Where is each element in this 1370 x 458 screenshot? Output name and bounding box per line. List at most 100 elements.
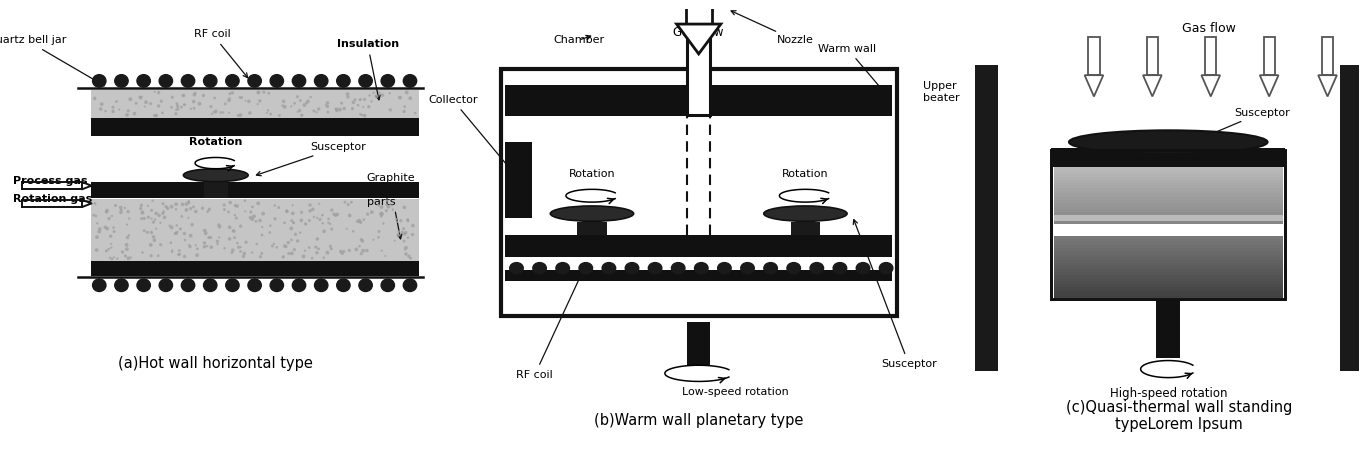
Point xyxy=(107,255,129,262)
Point xyxy=(275,207,297,214)
Point xyxy=(170,104,192,111)
Point xyxy=(290,217,312,224)
Bar xyxy=(506,235,892,257)
Point xyxy=(282,202,304,209)
Point xyxy=(311,212,333,219)
Bar xyxy=(204,182,227,198)
Point xyxy=(259,229,281,236)
Point xyxy=(214,206,236,213)
Point xyxy=(174,236,196,244)
Bar xyxy=(1054,257,1282,260)
Point xyxy=(218,208,240,216)
Point xyxy=(326,105,348,113)
Point xyxy=(175,206,197,213)
Point xyxy=(389,93,411,101)
Point xyxy=(214,245,236,252)
Bar xyxy=(1054,203,1282,207)
Point xyxy=(249,217,271,224)
Point xyxy=(245,218,267,225)
Point xyxy=(321,245,342,252)
Circle shape xyxy=(159,279,173,291)
Point xyxy=(312,219,334,227)
Point xyxy=(111,206,133,213)
Bar xyxy=(1054,180,1282,183)
Point xyxy=(164,230,186,237)
Bar xyxy=(1054,218,1282,221)
Point xyxy=(90,105,112,113)
Point xyxy=(179,243,201,251)
Point xyxy=(281,217,303,224)
Point xyxy=(238,98,260,105)
Point xyxy=(269,112,290,119)
Point xyxy=(397,217,419,224)
Circle shape xyxy=(556,262,570,274)
Point xyxy=(349,218,371,226)
Point xyxy=(203,109,225,116)
Ellipse shape xyxy=(1069,131,1267,154)
Bar xyxy=(1054,174,1282,176)
Point xyxy=(345,245,367,253)
Circle shape xyxy=(510,262,523,274)
Point xyxy=(256,109,278,116)
Point xyxy=(352,104,374,111)
Point xyxy=(351,250,373,257)
Point xyxy=(382,206,404,213)
Point xyxy=(281,236,303,244)
Circle shape xyxy=(880,262,893,274)
Point xyxy=(164,206,186,213)
Point xyxy=(290,112,312,119)
Bar xyxy=(1054,287,1282,290)
Point xyxy=(338,247,360,254)
Point xyxy=(315,102,337,109)
Point xyxy=(316,109,338,116)
Point xyxy=(134,103,156,110)
Text: Susceptor: Susceptor xyxy=(1206,108,1289,136)
Point xyxy=(397,252,419,260)
Point xyxy=(316,103,338,110)
Point xyxy=(166,201,188,208)
Point xyxy=(208,221,230,229)
Point xyxy=(132,209,153,217)
Polygon shape xyxy=(1143,75,1162,97)
Point xyxy=(340,199,362,206)
Point xyxy=(99,215,121,222)
Point xyxy=(330,99,352,107)
Circle shape xyxy=(159,75,173,87)
Point xyxy=(101,213,123,220)
Point xyxy=(186,245,208,252)
Point xyxy=(384,237,406,245)
Bar xyxy=(90,182,419,198)
Bar xyxy=(1054,278,1282,281)
Point xyxy=(219,90,241,98)
Point xyxy=(334,198,356,206)
Point xyxy=(192,205,214,212)
Bar xyxy=(1054,275,1282,278)
Polygon shape xyxy=(1260,75,1278,97)
Point xyxy=(148,102,170,109)
Point xyxy=(378,90,400,97)
Point xyxy=(241,249,263,256)
Point xyxy=(144,112,166,119)
Point xyxy=(356,247,378,254)
Point xyxy=(342,228,364,235)
Point xyxy=(144,216,166,223)
Point xyxy=(303,107,325,114)
Point xyxy=(179,105,201,113)
Point xyxy=(259,222,281,229)
Point xyxy=(193,243,215,251)
Point xyxy=(206,108,227,115)
Point xyxy=(201,110,223,118)
Bar xyxy=(506,85,892,115)
Point xyxy=(225,202,247,209)
Circle shape xyxy=(603,262,615,274)
Point xyxy=(307,235,329,243)
Point xyxy=(393,230,415,238)
Circle shape xyxy=(115,279,129,291)
Point xyxy=(290,209,312,216)
Text: Upper
beater: Upper beater xyxy=(922,82,959,103)
Point xyxy=(370,211,392,218)
Point xyxy=(284,100,306,107)
Point xyxy=(137,202,159,209)
Point xyxy=(241,216,263,223)
Point xyxy=(360,98,382,105)
